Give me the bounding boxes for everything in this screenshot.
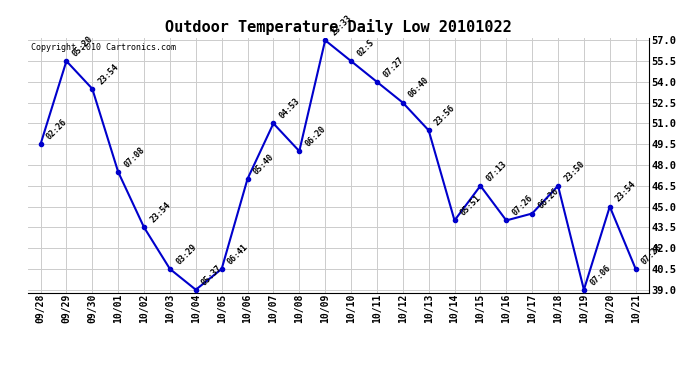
Text: 06:40: 06:40 bbox=[407, 76, 431, 100]
Text: 06:26: 06:26 bbox=[536, 187, 560, 211]
Text: 23:33: 23:33 bbox=[329, 13, 353, 38]
Text: 02:S: 02:S bbox=[355, 38, 376, 58]
Text: 03:29: 03:29 bbox=[174, 242, 198, 266]
Text: 07:13: 07:13 bbox=[484, 159, 509, 183]
Text: 05:51: 05:51 bbox=[459, 194, 483, 217]
Text: 05:37: 05:37 bbox=[200, 263, 224, 287]
Text: 07:08: 07:08 bbox=[122, 145, 146, 169]
Text: 06:41: 06:41 bbox=[226, 242, 250, 266]
Text: 23:54: 23:54 bbox=[148, 201, 172, 225]
Text: 05:40: 05:40 bbox=[252, 152, 276, 176]
Text: 23:50: 23:50 bbox=[562, 159, 586, 183]
Text: 05:20: 05:20 bbox=[70, 34, 95, 58]
Text: 23:56: 23:56 bbox=[433, 104, 457, 128]
Text: 07:26: 07:26 bbox=[511, 194, 535, 217]
Text: 07:06: 07:06 bbox=[588, 263, 612, 287]
Text: 06:20: 06:20 bbox=[304, 124, 328, 148]
Text: 04:53: 04:53 bbox=[277, 97, 302, 121]
Text: 23:54: 23:54 bbox=[614, 180, 638, 204]
Text: 07:27: 07:27 bbox=[381, 55, 405, 79]
Title: Outdoor Temperature Daily Low 20101022: Outdoor Temperature Daily Low 20101022 bbox=[165, 19, 511, 35]
Text: 23:54: 23:54 bbox=[97, 62, 121, 86]
Text: Copyright 2010 Cartronics.com: Copyright 2010 Cartronics.com bbox=[31, 43, 176, 52]
Text: 02:26: 02:26 bbox=[45, 117, 69, 141]
Text: 07:28: 07:28 bbox=[640, 242, 664, 266]
